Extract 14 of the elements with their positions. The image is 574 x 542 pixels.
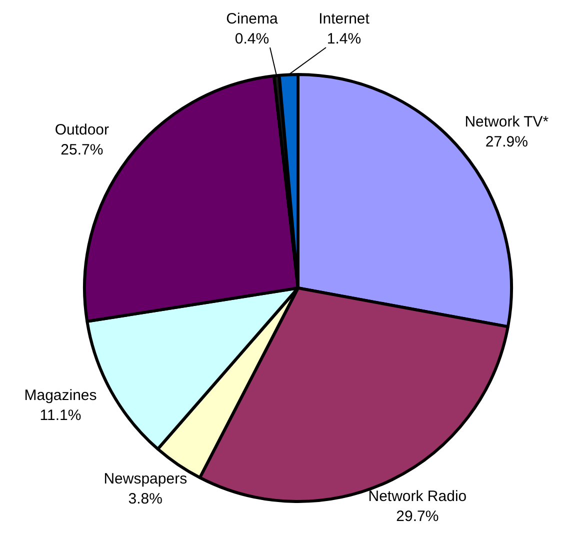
data-label: 29.7%	[396, 508, 439, 525]
data-label: 1.4%	[326, 30, 362, 48]
slice-label: Internet	[318, 10, 370, 28]
slice-label: Magazines	[24, 387, 97, 404]
slice-label: Newspapers	[104, 470, 188, 488]
slice-label: Cinema	[226, 10, 278, 28]
slice-label: Network TV*	[464, 113, 549, 130]
data-label: 0.4%	[234, 30, 270, 48]
data-label: 25.7%	[60, 142, 104, 159]
slice-label: Network Radio	[368, 488, 467, 505]
data-label: 3.8%	[128, 490, 162, 508]
slice-label: Outdoor	[54, 122, 110, 139]
data-label: 11.1%	[40, 407, 82, 424]
data-label: 27.9%	[485, 133, 528, 150]
